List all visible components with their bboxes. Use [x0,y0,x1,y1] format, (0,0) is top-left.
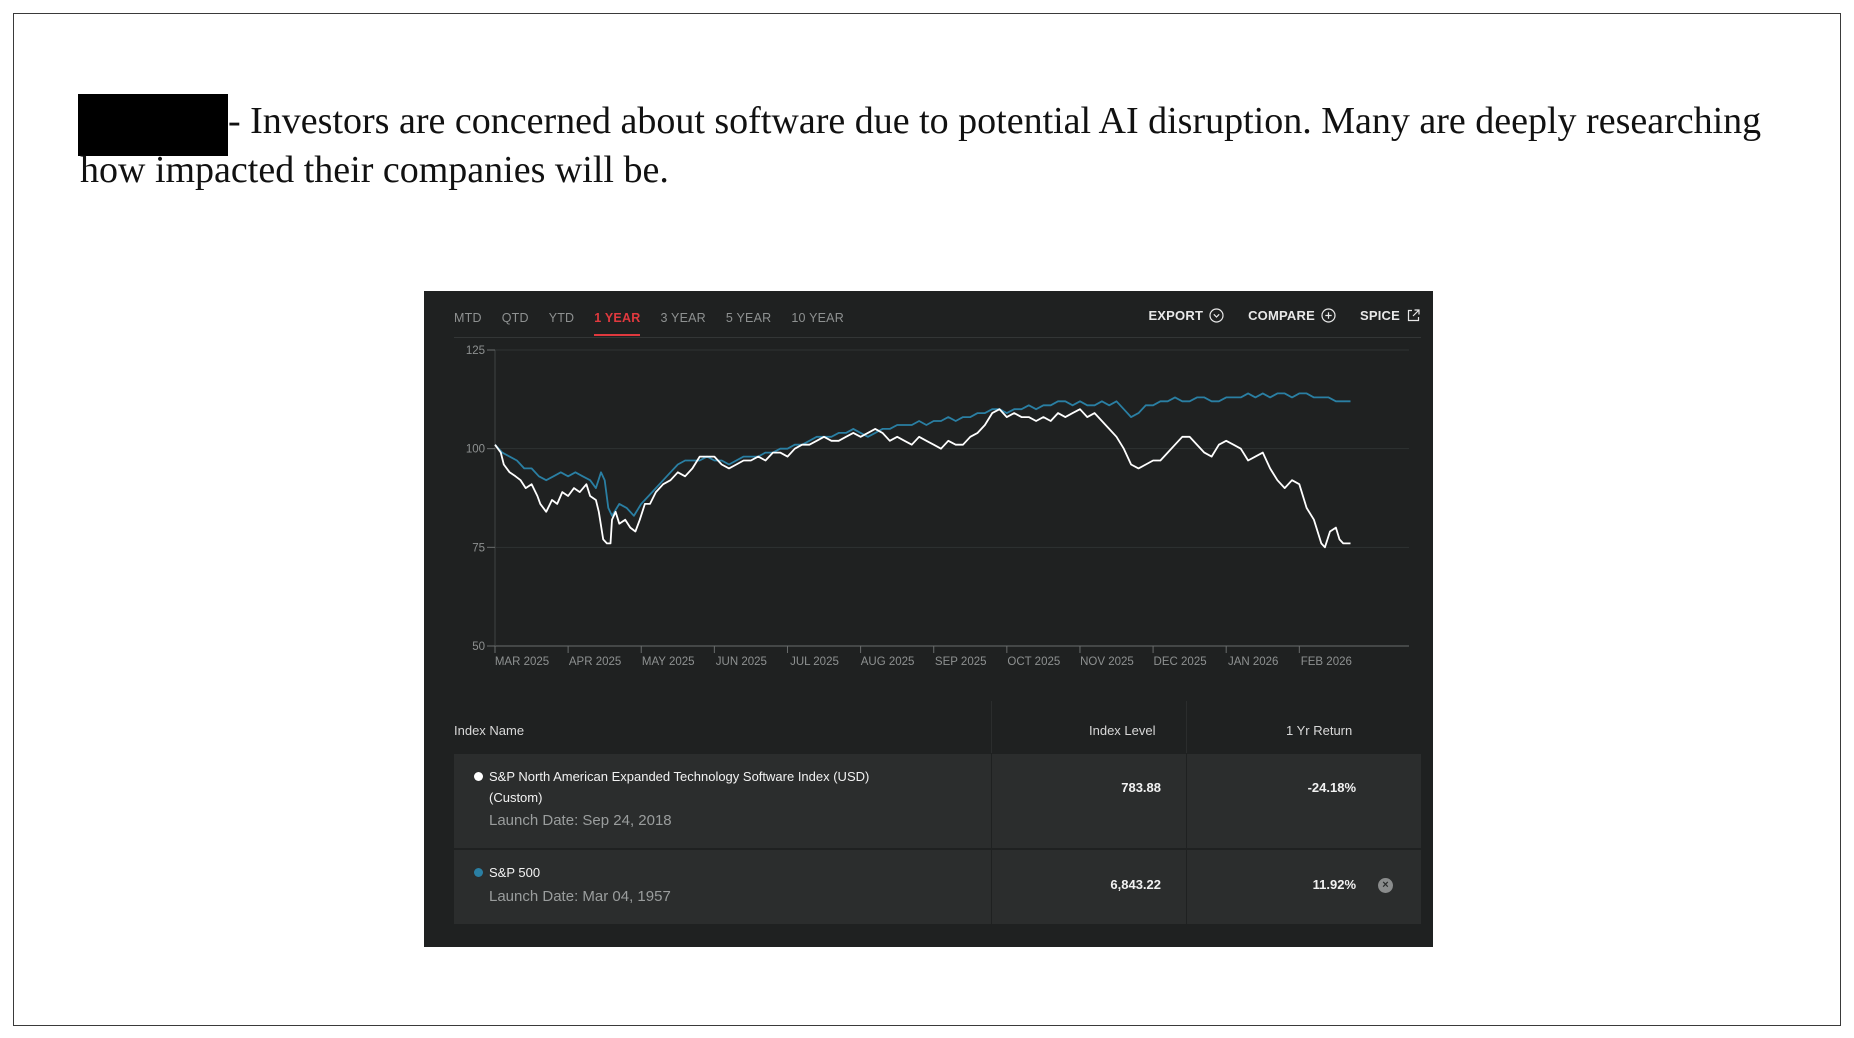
cell-divider [1186,754,1187,848]
x-tick-label: FEB 2026 [1301,656,1352,668]
index-name: S&P North American Expanded Technology S… [489,766,909,808]
table-header: Index Name Index Level 1 Yr Return [454,701,1421,753]
x-tick-label: MAR 2025 [495,656,549,668]
col-index-name: Index Name [454,723,525,738]
table-row[interactable]: S&P 500 Launch Date: Mar 04, 1957 6,843.… [454,849,1421,924]
x-tick-label: SEP 2025 [935,656,987,668]
tab-10-year[interactable]: 10 YEAR [791,311,844,325]
launch-date: Launch Date: Mar 04, 1957 [489,888,671,905]
cell-divider [991,850,992,924]
spice-label: SPICE [1359,308,1400,323]
series-dot-blue [474,868,483,877]
index-name-line1: S&P 500 [489,865,541,880]
x-tick-label: OCT 2025 [1007,656,1060,668]
x-tick-label: MAY 2025 [642,656,695,668]
intro-text: - Investors are concerned about software… [80,100,1762,191]
header-divider [1186,701,1187,753]
col-index-level: Index Level [1089,723,1156,738]
index-table: Index Name Index Level 1 Yr Return S&P N… [454,701,1421,924]
x-tick-label: DEC 2025 [1154,656,1207,668]
x-tick-label: APR 2025 [569,656,621,668]
x-tick-label: JAN 2026 [1228,656,1279,668]
tab-divider [454,337,1421,338]
col-1yr-return: 1 Yr Return [1286,723,1353,738]
timeframe-tabs: MTD QTD YTD 1 YEAR 3 YEAR 5 YEAR 10 YEAR [454,311,864,336]
remove-circle-icon[interactable]: × [1378,878,1393,893]
table-row[interactable]: S&P North American Expanded Technology S… [454,753,1421,848]
y-tick-label: 100 [466,444,485,456]
y-tick-label: 125 [466,345,485,357]
launch-date: Launch Date: Sep 24, 2018 [489,812,672,829]
x-tick-label: NOV 2025 [1080,656,1134,668]
export-label: EXPORT [1148,308,1204,323]
x-tick-label: AUG 2025 [861,656,915,668]
one-year-return-value: -24.18% [1307,780,1356,795]
tab-mtd[interactable]: MTD [454,311,482,325]
chevron-down-circle-icon [1209,308,1224,323]
index-name-line2: (Custom) [489,790,543,805]
index-chart-widget: MTD QTD YTD 1 YEAR 3 YEAR 5 YEAR 10 YEAR… [424,291,1433,947]
tab-3-year[interactable]: 3 YEAR [660,311,706,325]
plus-circle-icon [1321,308,1336,323]
cell-divider [1186,850,1187,924]
y-tick-label: 50 [472,641,485,653]
header-divider [991,701,992,753]
compare-button[interactable]: COMPARE [1248,308,1336,323]
spice-link[interactable]: SPICE [1360,308,1421,323]
chart-tools: EXPORT COMPARE SPICE [1124,308,1421,323]
series-dot-white [474,772,483,781]
tab-5-year[interactable]: 5 YEAR [725,311,772,325]
tab-qtd[interactable]: QTD [501,311,529,325]
x-tick-label: JUN 2025 [716,656,767,668]
redaction-block [78,94,228,156]
x-tick-label: JUL 2025 [790,656,839,668]
index-level-value: 6,843.22 [1110,877,1161,892]
sp500-line [494,392,1351,517]
line-chart: 125 100 75 50 MAR 2025 APR 2025 MAY 2025 JUN 20… [466,345,1409,668]
export-button[interactable]: EXPORT [1148,308,1224,323]
software-index-line [494,408,1351,549]
index-name: S&P 500 [489,862,909,883]
external-link-icon [1407,309,1420,322]
index-name-line1: S&P North American Expanded Technology S… [489,769,870,784]
tab-1-year[interactable]: 1 YEAR [594,311,641,336]
compare-label: COMPARE [1248,308,1315,323]
y-tick-label: 75 [472,542,485,554]
cell-divider [991,754,992,848]
one-year-return-value: 11.92% [1312,877,1356,892]
tab-ytd[interactable]: YTD [548,311,575,325]
index-level-value: 783.88 [1121,780,1161,795]
